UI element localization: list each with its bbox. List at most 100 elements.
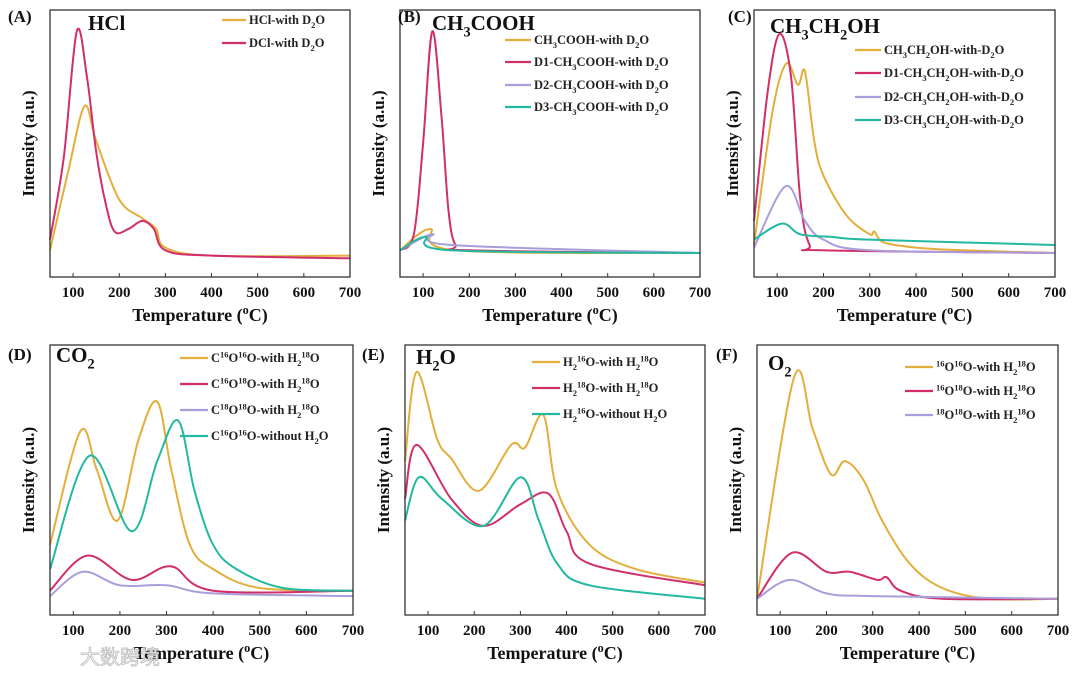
panel-letter: (F) [716,345,738,364]
plot-frame [753,9,1056,278]
x-tick-label: 100 [766,285,789,301]
panel-letter: (B) [398,7,421,26]
plot-frame [756,344,1059,616]
legend-label: D1-CH3COOH-with D2O [534,55,669,72]
legend-label: 18O18O-with H218O [936,406,1036,425]
legend: CH3COOH-with D2O D1-CH3COOH-with D2O D2-CH… [505,33,669,117]
legend: HCl-with D2O DCl-with D2O [222,13,325,53]
x-tick-label: 300 [509,623,532,639]
x-tick-label: 200 [458,285,481,301]
legend-label: C16O16O-with H218O [211,349,320,368]
panel-letter: (D) [8,345,32,364]
series-line-orange [49,104,351,258]
plot-frame [399,9,701,278]
legend-label: H216O-without H2O [563,405,667,424]
y-axis-label: Intensity (a.u.) [369,90,388,196]
x-tick-label: 500 [246,285,269,301]
legend-label: C16O18O-with H218O [211,375,320,394]
x-tick-label: 100 [62,285,85,301]
series-line-teal [49,419,354,592]
legend-label: D3-CH3COOH-with D2O [534,100,669,117]
panel-a: 100 200 300 400 500 600 700 Temperature (oC) Int… [8,7,361,326]
x-tick-label: 200 [109,623,132,639]
x-tick-label: 100 [769,623,792,639]
panel-b: 100 200 300 400 500 600 700 Temperature (oC) Int… [369,7,711,326]
x-tick-label: 300 [504,285,527,301]
x-tick-label: 400 [200,285,223,301]
x-tick-label: 200 [815,623,838,639]
legend-label: D2-CH3COOH-with D2O [534,78,669,95]
series-line-teal [404,475,706,600]
x-tick-label: 100 [412,285,435,301]
legend-label: D2-CH3CH2OH-with-D2O [884,90,1024,107]
legend-label: H216O-with H218O [563,353,659,372]
x-axis-label: Temperature (oC) [837,303,973,326]
watermark: 大数跨境 [80,645,160,669]
series-line-orange [49,400,354,592]
series-line-teal [399,235,701,254]
x-tick-label: 200 [108,285,131,301]
panel-f: 100 200 300 400 500 600 700 Temperature (oC) Int… [716,344,1069,664]
legend-label: H218O-with H218O [563,379,659,398]
x-tick-label: 400 [908,623,931,639]
x-tick-label: 700 [339,285,362,301]
x-tick-label: 700 [1044,285,1067,301]
legend-label: C16O16O-without H2O [211,427,329,446]
legend-label: D1-CH3CH2OH-with-D2O [884,66,1024,83]
x-tick-label: 600 [643,285,666,301]
plot-frame [404,344,706,616]
x-tick-label: 400 [202,623,225,639]
legend: 16O16O-with H218O 16O18O-with H218O 18O18O… [905,358,1036,425]
panel-letter: (E) [362,345,385,364]
y-axis-label: Intensity (a.u.) [726,427,745,533]
series-line-lavender [756,578,1059,600]
x-tick-label: 600 [1000,623,1023,639]
x-tick-label: 300 [859,285,882,301]
panel-title: CO2​ [56,343,95,372]
x-axis-label: Temperature (oC) [134,641,270,664]
panel-title: CH3COOH [432,11,535,40]
panel-e: 100 200 300 400 500 600 700 Temperature (oC) Int… [362,344,717,664]
panel-letter: (A) [8,7,32,26]
x-axis-label: Temperature (oC) [487,641,623,664]
x-tick-label: 700 [694,623,717,639]
x-axis-label: Temperature (oC) [482,303,618,326]
panel-letter: (C) [728,7,752,26]
x-tick-label: 500 [596,285,619,301]
x-tick-label: 500 [951,285,974,301]
legend-label: CH3CH2OH-with-D2O [884,43,1005,60]
series-line-teal [753,222,1056,246]
x-tick-label: 400 [905,285,928,301]
x-tick-label: 300 [154,285,177,301]
series-line-orange [756,369,1059,601]
series-line-orange [404,370,706,584]
x-tick-label: 200 [463,623,486,639]
panel-title: HCl [88,11,126,35]
x-tick-label: 400 [555,623,578,639]
legend: CH3CH2OH-with-D2O D1-CH3CH2OH-with-D2O D2-… [855,43,1024,130]
panel-title: H2O [416,345,456,374]
series-line-pink [49,27,351,260]
series-line-lavender [49,570,354,598]
y-axis-label: Intensity (a.u.) [19,427,38,533]
y-axis-label: Intensity (a.u.) [723,90,742,196]
plot-frame [49,344,354,616]
panel-d: 100 200 300 400 500 600 700 Temperature (oC) Int… [8,343,364,664]
panel-title: CH3CH2OH [770,14,880,43]
x-tick-label: 600 [293,285,316,301]
x-tick-label: 400 [550,285,573,301]
series-line-pink [753,33,1056,254]
x-tick-label: 600 [997,285,1020,301]
legend-label: D3-CH3CH2OH-with-D2O [884,113,1024,130]
panel-c: 100 200 300 400 500 600 700 Temperature (oC) Int… [723,7,1066,326]
legend-label: HCl-with D2O [249,13,325,30]
legend-label: CH3COOH-with D2O [534,33,649,50]
x-tick-label: 100 [417,623,440,639]
legend-label: DCl-with D2O [249,36,325,53]
series-line-pink [404,443,706,587]
series-line-pink [756,551,1059,601]
panel-title: O2​ [768,351,791,380]
x-axis-label: Temperature (oC) [840,641,976,664]
legend-label: 16O18O-with H218O [936,382,1036,401]
